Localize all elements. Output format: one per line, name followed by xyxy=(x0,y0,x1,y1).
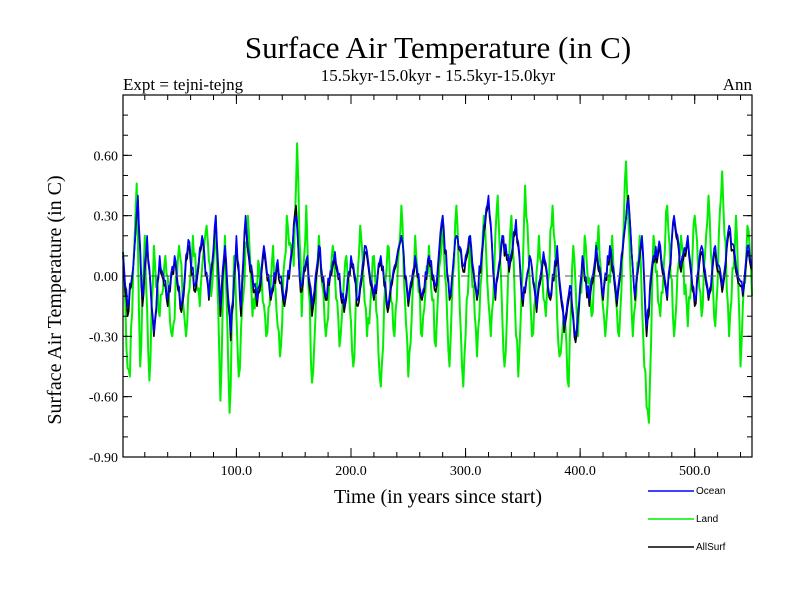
y-axis-label: Surface Air Temperature (in C) xyxy=(44,175,66,424)
series-layer xyxy=(122,142,753,424)
x-tick-label: 400.0 xyxy=(564,464,596,479)
legend: Ocean Land AllSurf xyxy=(648,486,726,553)
legend-label-land: Land xyxy=(696,514,718,525)
legend-label-ocean: Ocean xyxy=(696,486,725,497)
legend-label-allsurf: AllSurf xyxy=(696,542,726,553)
x-tick-label: 300.0 xyxy=(450,464,482,479)
x-tick-label: 500.0 xyxy=(679,464,711,479)
y-tick-label: 0.60 xyxy=(94,149,119,164)
y-tick-label: 0.30 xyxy=(94,210,119,225)
ticks-layer: -0.90 -0.60 -0.30 0.00 0.30 0.60 100.0 200.0 300… xyxy=(89,94,752,479)
y-tick-label: 0.00 xyxy=(94,270,119,285)
period-label: 15.5kyr-15.0kyr - 15.5kyr-15.0kyr xyxy=(321,66,556,85)
y-tick-label: -0.90 xyxy=(89,451,118,466)
series-ocean-line xyxy=(122,194,753,338)
x-tick-label: 200.0 xyxy=(335,464,367,479)
plot-area: -0.90 -0.60 -0.30 0.00 0.30 0.60 100.0 200.0 300… xyxy=(89,94,753,479)
x-axis-label: Time (in years since start) xyxy=(334,486,542,508)
chart-title: Surface Air Temperature (in C) xyxy=(245,30,631,65)
y-tick-label: -0.30 xyxy=(89,330,118,345)
series-land-line xyxy=(122,142,753,424)
experiment-label: Expt = tejni-tejng xyxy=(123,75,244,94)
y-tick-label: -0.60 xyxy=(89,391,118,406)
season-label: Ann xyxy=(723,75,753,94)
x-tick-label: 100.0 xyxy=(221,464,253,479)
